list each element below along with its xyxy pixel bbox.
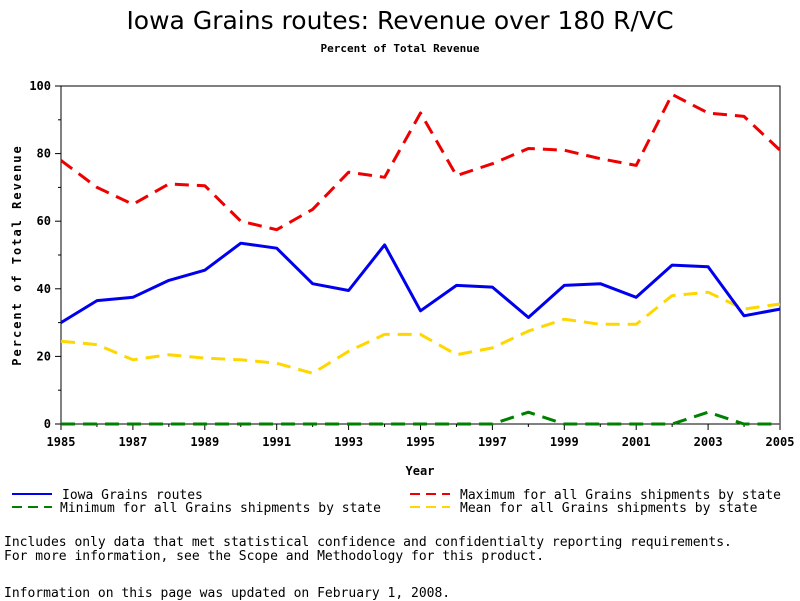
y-tick-label: 100 (29, 79, 51, 93)
chart-title: Iowa Grains routes: Revenue over 180 R/V… (126, 6, 674, 35)
series-line-maximum (60, 92, 782, 232)
x-tick-label: 1985 (47, 435, 76, 449)
y-tick-label: 20 (37, 349, 51, 363)
legend-label-iowa: Iowa Grains routes (62, 488, 203, 503)
note-methodology: For more information, see the Scope and … (4, 549, 545, 564)
y-tick-label: 60 (37, 214, 51, 228)
x-tick-label: 1993 (334, 435, 363, 449)
x-tick-label: 1995 (406, 435, 435, 449)
legend-label-minimum: Minimum for all Grains shipments by stat… (60, 501, 381, 516)
y-axis-title: Percent of Total Revenue (10, 144, 24, 365)
x-axis-title: Year (406, 464, 435, 478)
plot-frame (60, 85, 781, 425)
x-tick-label: 2001 (622, 435, 651, 449)
line-chart: 1985 1987 1989 1991 1993 1995 1997 1999 2001 2003… (10, 79, 795, 516)
x-tick-label: 1989 (190, 435, 219, 449)
series-line-iowa (60, 241, 781, 324)
series-line-mean (60, 290, 781, 375)
legend-label-maximum: Maximum for all Grains shipments by stat… (460, 488, 781, 503)
x-tick-label: 2003 (694, 435, 723, 449)
chart-subtitle: Percent of Total Revenue (320, 42, 480, 55)
legend: Iowa Grains routes Minimum for all Grain… (12, 488, 781, 516)
x-tick-label: 1997 (478, 435, 507, 449)
note-confidence: Includes only data that met statistical … (4, 535, 732, 550)
series-line-minimum (61, 410, 780, 426)
legend-label-mean: Mean for all Grains shipments by state (460, 501, 758, 516)
x-tick-label: 1999 (550, 435, 579, 449)
note-updated: Information on this page was updated on … (4, 586, 451, 601)
x-tick-label: 1987 (118, 435, 147, 449)
x-tick-label: 2005 (766, 435, 795, 449)
y-tick-label: 0 (44, 417, 51, 431)
y-tick-label: 80 (37, 147, 51, 161)
y-tick-label: 40 (37, 282, 51, 296)
x-tick-label: 1991 (262, 435, 291, 449)
